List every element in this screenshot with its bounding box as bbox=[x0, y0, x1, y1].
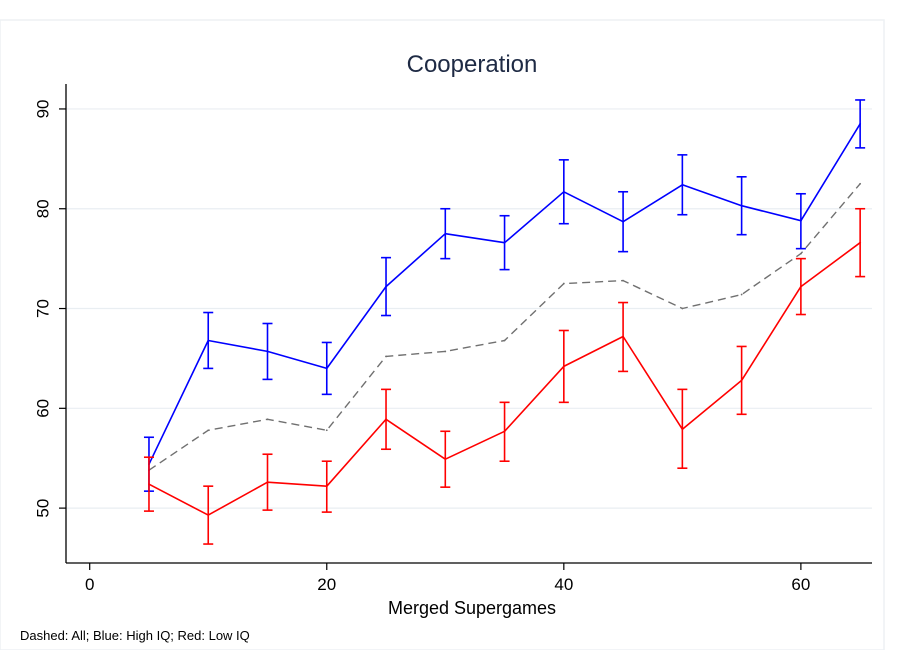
point-all-40 bbox=[562, 282, 565, 285]
point-high-20 bbox=[325, 367, 328, 370]
point-low-40 bbox=[562, 365, 565, 368]
point-all-35 bbox=[503, 339, 506, 342]
point-high-55 bbox=[740, 204, 743, 207]
point-high-35 bbox=[503, 241, 506, 244]
y-axis-ticks: 50 60 70 80 90 bbox=[33, 99, 66, 518]
point-low-10 bbox=[207, 514, 210, 516]
x-tick-label-60: 60 bbox=[791, 575, 810, 594]
point-all-25 bbox=[385, 355, 387, 358]
point-all-55 bbox=[740, 293, 743, 296]
point-all-15 bbox=[266, 418, 269, 421]
point-all-10 bbox=[207, 429, 210, 432]
point-high-45 bbox=[622, 220, 624, 223]
point-low-25 bbox=[385, 418, 387, 421]
x-tick-label-40: 40 bbox=[554, 575, 573, 594]
point-all-65 bbox=[859, 182, 862, 185]
point-low-50 bbox=[681, 428, 684, 431]
y-tick-label-90: 90 bbox=[33, 99, 52, 118]
point-high-40 bbox=[562, 190, 565, 193]
point-high-60 bbox=[799, 219, 802, 222]
point-high-10 bbox=[207, 339, 210, 342]
point-high-65 bbox=[859, 123, 862, 125]
point-high-25 bbox=[385, 285, 387, 288]
y-tick-label-70: 70 bbox=[33, 299, 52, 318]
point-low-55 bbox=[740, 379, 743, 382]
point-all-20 bbox=[325, 429, 328, 432]
point-low-65 bbox=[859, 241, 862, 244]
grid-lines bbox=[66, 108, 872, 509]
point-low-45 bbox=[622, 335, 624, 338]
point-all-50 bbox=[681, 307, 684, 310]
point-high-50 bbox=[681, 183, 684, 186]
point-low-60 bbox=[799, 285, 802, 288]
chart-title: Cooperation bbox=[407, 51, 538, 78]
point-all-60 bbox=[799, 252, 802, 255]
x-axis-title: Merged Supergames bbox=[388, 598, 556, 618]
series-layer bbox=[143, 99, 866, 545]
x-tick-label-20: 20 bbox=[317, 575, 336, 594]
x-axis-ticks: 0 20 40 60 bbox=[85, 563, 810, 594]
series-low bbox=[143, 207, 866, 545]
point-low-20 bbox=[325, 485, 328, 488]
point-low-5 bbox=[148, 483, 150, 486]
series-high bbox=[143, 99, 866, 492]
point-low-35 bbox=[503, 430, 506, 433]
y-tick-label-60: 60 bbox=[33, 399, 52, 418]
point-all-45 bbox=[622, 279, 624, 282]
y-tick-label-50: 50 bbox=[33, 499, 52, 518]
y-tick-label-80: 80 bbox=[33, 199, 52, 218]
chart-note: Dashed: All; Blue: High IQ; Red: Low IQ bbox=[20, 628, 250, 643]
x-tick-label-0: 0 bbox=[85, 575, 94, 594]
point-high-15 bbox=[266, 350, 269, 353]
point-low-30 bbox=[444, 458, 447, 461]
point-low-15 bbox=[266, 481, 269, 484]
point-all-30 bbox=[444, 350, 447, 353]
graph-region bbox=[0, 19, 885, 650]
point-high-30 bbox=[444, 232, 447, 235]
